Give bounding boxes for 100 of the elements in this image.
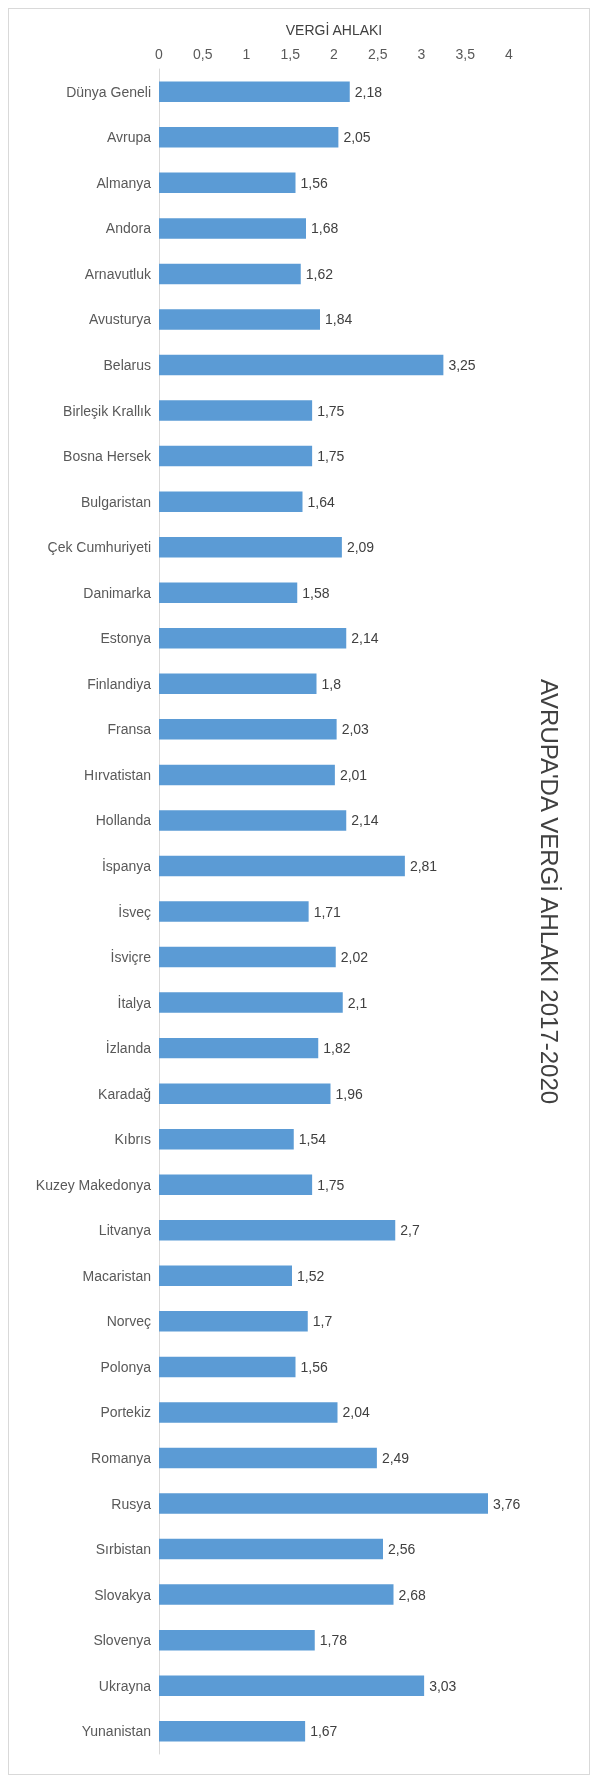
bar bbox=[159, 127, 339, 148]
y-tick-label: Kuzey Makedonya bbox=[35, 1176, 152, 1193]
data-label: 2,56 bbox=[388, 1541, 416, 1558]
bar bbox=[159, 1174, 313, 1195]
bar bbox=[159, 992, 343, 1013]
data-label: 2,81 bbox=[409, 857, 438, 874]
data-label: 2,02 bbox=[340, 949, 369, 966]
y-tick-label: Karadağ bbox=[98, 1085, 151, 1102]
x-tick-label: 1 bbox=[242, 46, 251, 62]
y-tick-label: Hırvatistan bbox=[84, 766, 151, 783]
x-tick-label: 2,5 bbox=[368, 46, 388, 62]
bar bbox=[159, 309, 320, 330]
bar bbox=[159, 445, 313, 467]
y-tick-label: Rusya bbox=[111, 1495, 152, 1512]
data-label: 2,03 bbox=[341, 721, 370, 738]
data-label: 1,75 bbox=[317, 1176, 345, 1193]
data-label: 2,14 bbox=[351, 812, 379, 829]
y-tick-label: Ukrayna bbox=[98, 1677, 152, 1694]
bar bbox=[159, 218, 306, 239]
bar bbox=[159, 901, 309, 922]
y-tick-label: Arnavutluk bbox=[84, 265, 152, 282]
data-label: 1,56 bbox=[300, 1358, 328, 1375]
y-tick-label: Avusturya bbox=[89, 311, 152, 328]
bar bbox=[159, 1037, 319, 1059]
bar bbox=[159, 764, 335, 786]
data-label: 3,76 bbox=[493, 1495, 521, 1512]
x-axis-title: VERGİ AHLAKI bbox=[285, 21, 383, 38]
bar bbox=[159, 1629, 315, 1651]
bar bbox=[159, 946, 336, 968]
y-tick-label: Birleşik Krallık bbox=[63, 402, 152, 419]
data-label: 1,75 bbox=[317, 402, 345, 419]
y-tick-label: Yunanistan bbox=[81, 1723, 151, 1740]
bar bbox=[159, 1675, 425, 1696]
data-label: 1,67 bbox=[310, 1723, 338, 1740]
y-tick-label: Almanya bbox=[96, 174, 152, 191]
data-label: 2,01 bbox=[339, 766, 368, 783]
y-tick-label: Bosna Hersek bbox=[63, 448, 152, 465]
bar bbox=[159, 1538, 383, 1560]
x-tick-label: 3 bbox=[417, 46, 426, 62]
data-label: 3,03 bbox=[429, 1677, 457, 1694]
y-tick-label: Macaristan bbox=[82, 1267, 151, 1284]
bar bbox=[159, 1220, 396, 1241]
bar bbox=[159, 810, 347, 831]
bar bbox=[159, 1311, 308, 1332]
data-label: 2,68 bbox=[398, 1586, 426, 1603]
data-label: 2,09 bbox=[346, 539, 375, 556]
bar bbox=[159, 719, 337, 740]
data-label: 1,96 bbox=[335, 1085, 363, 1102]
data-label: 2,49 bbox=[381, 1449, 410, 1466]
data-label: 1,52 bbox=[297, 1267, 325, 1284]
x-tick-label: 0 bbox=[155, 46, 164, 62]
y-tick-label: Litvanya bbox=[98, 1222, 152, 1239]
x-tick-label: 2 bbox=[330, 46, 339, 62]
data-label: 1,82 bbox=[323, 1040, 351, 1057]
y-tick-label: İsviçre bbox=[110, 948, 152, 966]
bar bbox=[159, 81, 350, 103]
bar bbox=[159, 1356, 296, 1378]
data-label: 1,7 bbox=[312, 1313, 333, 1330]
data-label: 2,14 bbox=[351, 630, 379, 647]
data-label: 1,68 bbox=[311, 220, 339, 237]
bar bbox=[159, 673, 317, 695]
y-tick-label: İsveç bbox=[118, 902, 151, 920]
bar bbox=[159, 1447, 377, 1469]
y-tick-label: Avrupa bbox=[106, 129, 152, 146]
y-tick-label: İspanya bbox=[101, 856, 152, 874]
y-tick-label: Romanya bbox=[91, 1449, 152, 1466]
bar bbox=[159, 536, 342, 558]
data-label: 2,04 bbox=[342, 1404, 370, 1421]
y-tick-label: Çek Cumhuriyeti bbox=[47, 539, 151, 556]
bar bbox=[159, 582, 298, 603]
data-label: 1,8 bbox=[321, 675, 342, 692]
data-label: 1,58 bbox=[302, 584, 330, 601]
bar bbox=[159, 1402, 338, 1423]
y-tick-label: Hollanda bbox=[95, 812, 152, 829]
bar bbox=[159, 172, 296, 194]
y-tick-label: Portekiz bbox=[100, 1404, 151, 1421]
data-label: 1,64 bbox=[307, 493, 335, 510]
data-label: 1,75 bbox=[317, 448, 345, 465]
data-label: 1,71 bbox=[313, 903, 342, 920]
data-label: 2,7 bbox=[400, 1222, 420, 1239]
data-label: 1,78 bbox=[319, 1632, 348, 1649]
y-tick-label: Finlandiya bbox=[87, 675, 152, 692]
y-tick-label: İtalya bbox=[117, 993, 152, 1011]
x-tick-label: 0,5 bbox=[193, 46, 213, 62]
y-tick-label: Danimarka bbox=[83, 584, 152, 601]
x-tick-label: 3,5 bbox=[455, 46, 476, 62]
x-tick-label: 1,5 bbox=[280, 46, 301, 62]
bar bbox=[159, 263, 301, 285]
bar bbox=[159, 1128, 294, 1150]
bar bbox=[159, 1493, 488, 1514]
bar bbox=[159, 1720, 306, 1742]
bar bbox=[159, 491, 303, 512]
y-tick-label: Belarus bbox=[103, 357, 151, 374]
data-label: 2,05 bbox=[343, 129, 371, 146]
y-tick-label: Estonya bbox=[100, 630, 152, 647]
y-tick-label: Sırbistan bbox=[95, 1541, 151, 1558]
data-label: 1,62 bbox=[305, 265, 334, 282]
data-label: 1,54 bbox=[298, 1131, 327, 1148]
y-tick-label: Kıbrıs bbox=[114, 1131, 151, 1148]
text: AVRUPA'DA VERGİ AHLAKI 2017-2020 bbox=[535, 678, 563, 1105]
